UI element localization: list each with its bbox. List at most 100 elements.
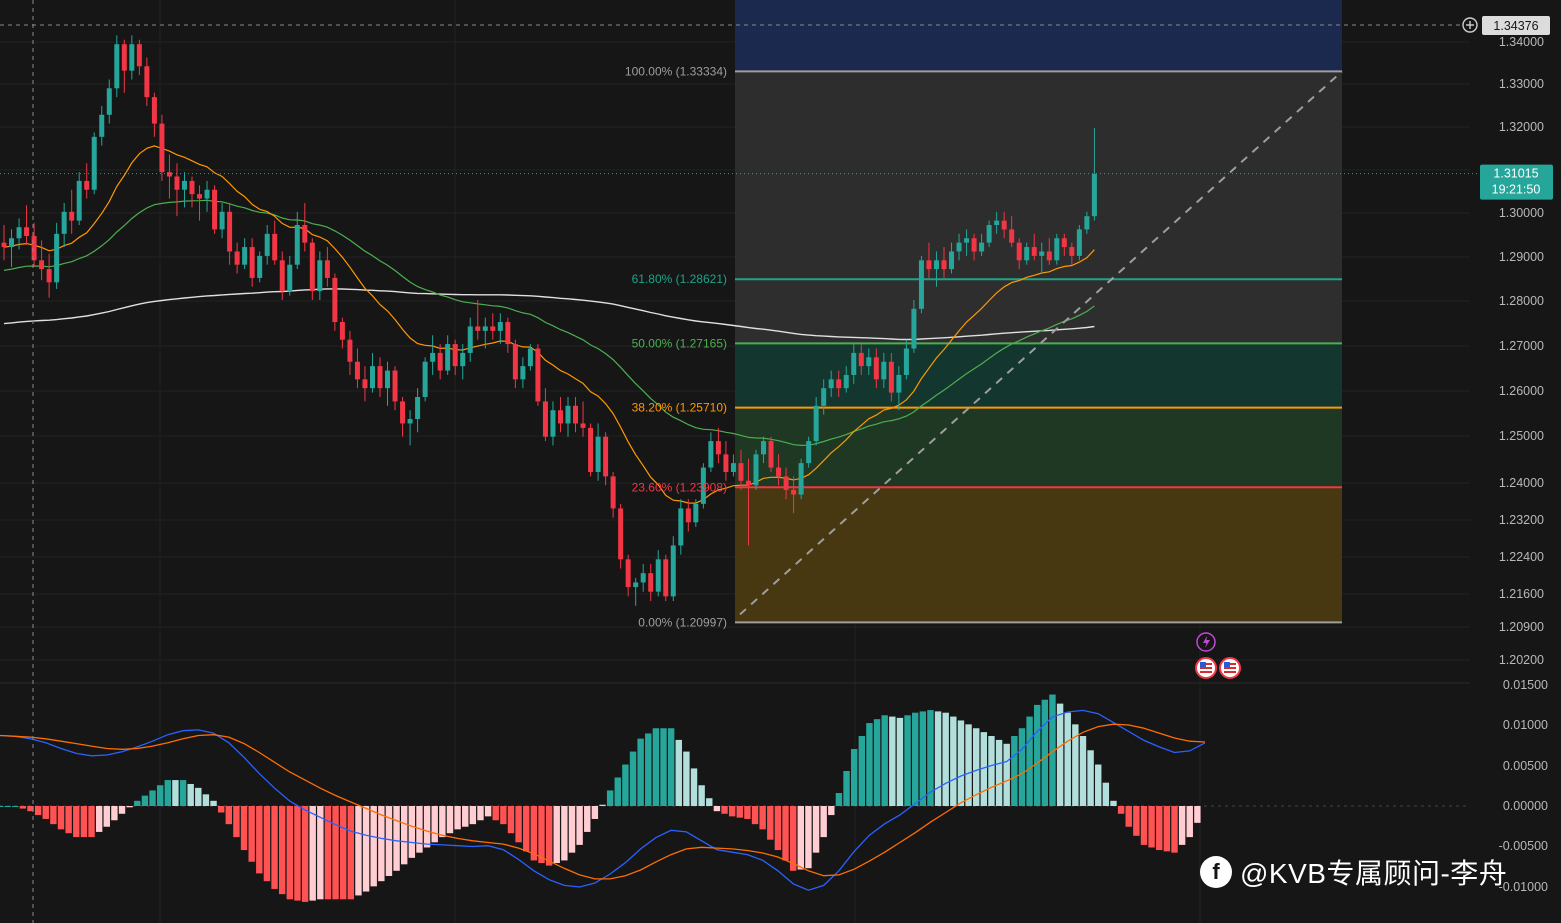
macd-histogram-bar	[301, 806, 309, 902]
candle-body	[693, 503, 699, 523]
macd-histogram-bar	[881, 715, 888, 806]
macd-histogram-bar	[576, 806, 583, 845]
candle-body	[460, 352, 466, 367]
macd-histogram-bar	[1056, 703, 1064, 806]
macd-histogram-bar	[95, 806, 103, 832]
macd-histogram-bar	[789, 806, 797, 871]
fibonacci-levels[interactable]	[735, 70, 1342, 624]
economic-events[interactable]	[1195, 632, 1241, 679]
candle-body	[99, 114, 105, 137]
candle-body	[1061, 238, 1067, 248]
candle-body	[926, 260, 932, 270]
price-tick-label: 1.30000	[1499, 206, 1544, 220]
macd-histogram-bar	[217, 806, 225, 813]
macd-histogram-bar	[820, 806, 827, 838]
candle-body	[121, 44, 127, 71]
macd-histogram-bar	[850, 748, 858, 806]
macd-histogram-bar	[431, 806, 438, 843]
crosshair-plus-icon[interactable]	[1462, 17, 1478, 33]
candle-body	[843, 374, 849, 389]
macd-histogram-bar	[805, 806, 812, 869]
bolt-glyph	[1203, 636, 1210, 648]
candle-body	[888, 361, 894, 393]
candle-body	[227, 211, 233, 252]
countdown-text: 19:21:50	[1492, 183, 1541, 197]
us-flag-stripe	[1200, 667, 1212, 669]
candle-body	[858, 352, 864, 367]
candle-body	[700, 467, 706, 504]
crosshair-price-text: 1.34376	[1493, 19, 1538, 33]
fib-level-label: 50.00% (1.27165)	[632, 336, 727, 350]
fib-zone	[735, 407, 1342, 488]
macd-tick-label: 0.00000	[1503, 799, 1548, 813]
candle-body	[294, 225, 300, 265]
macd-histogram-bar	[972, 728, 980, 806]
fibonacci-trend-line[interactable]	[739, 70, 1343, 616]
macd-histogram-bar	[423, 806, 431, 848]
candle-body	[347, 339, 353, 362]
macd-histogram-bar	[660, 728, 667, 806]
macd-histogram-bar	[759, 806, 766, 830]
candle-body	[791, 489, 797, 495]
macd-histogram-bar	[873, 719, 881, 806]
candle-body	[437, 352, 443, 371]
macd-histogram-bar	[721, 806, 728, 814]
macd-histogram-bar	[19, 806, 27, 809]
candle-body	[994, 220, 1000, 226]
macd-histogram-bar	[248, 806, 255, 862]
macd-histogram-bar	[286, 806, 294, 900]
macd-tick-label: 0.00500	[1503, 759, 1548, 773]
watermark-logo: f	[1200, 856, 1232, 888]
fib-zone	[735, 279, 1342, 344]
macd-histogram-bar	[294, 806, 301, 901]
macd-histogram-bar	[408, 806, 416, 858]
candle-body	[828, 379, 834, 389]
last-price-tag	[1480, 164, 1553, 200]
macd-histogram-bar	[4, 806, 11, 807]
macd-histogram-bar	[1003, 743, 1010, 806]
last-price-text: 1.31015	[1493, 167, 1538, 181]
candle-body	[309, 242, 315, 292]
macd-histogram-bar	[896, 717, 904, 806]
candle-body	[625, 559, 631, 588]
macd-histogram-bar	[1117, 806, 1125, 814]
macd-histogram-bar	[797, 806, 804, 870]
candle-body	[745, 480, 751, 486]
macd-histogram-bar	[27, 806, 34, 812]
macd-histogram-bar	[736, 806, 743, 818]
fibonacci-zones	[735, 0, 1342, 623]
trend-line-dashed[interactable]	[739, 70, 1343, 616]
macd-histogram-bar	[1156, 806, 1163, 851]
fibonacci-level-labels: 100.00% (1.33334) 61.80% (1.28621) 50.00% …	[625, 64, 727, 629]
macd-histogram-bar	[385, 806, 393, 876]
fib-zone	[735, 71, 1342, 280]
macd-histogram-bar	[1125, 806, 1132, 827]
macd-histogram-bar	[622, 764, 629, 806]
candle-body	[369, 366, 375, 389]
macd-histogram-bar	[1194, 806, 1201, 823]
candle-body	[603, 436, 609, 477]
price-tick-label: 1.21600	[1499, 587, 1544, 601]
macd-histogram-bar	[629, 751, 637, 806]
candle-body	[31, 236, 37, 261]
macd-histogram-bar	[1178, 806, 1186, 845]
macd-histogram-bar	[210, 800, 217, 806]
candle-body	[753, 454, 759, 486]
candle-body	[219, 211, 225, 230]
macd-histogram-bar	[42, 806, 49, 819]
watermark-logo-letter: f	[1212, 859, 1220, 884]
macd-histogram-bar	[919, 711, 927, 806]
candlesticks	[1, 35, 1097, 606]
macd-histogram-bar	[545, 806, 553, 866]
candle-body	[422, 361, 428, 398]
macd-axis[interactable]: 0.01500 0.01000 0.00500 0.00000 -0.00500 -0.0…	[1499, 678, 1548, 894]
price-tick-label: 1.23200	[1499, 513, 1544, 527]
macd-histogram-bar	[690, 768, 698, 806]
candle-body	[129, 44, 135, 71]
macd-histogram-bar	[782, 806, 789, 861]
macd-histogram-bar	[134, 800, 141, 806]
candle-body	[535, 348, 541, 402]
macd-histogram-bar	[744, 806, 751, 819]
macd-histogram-bar	[126, 806, 133, 808]
